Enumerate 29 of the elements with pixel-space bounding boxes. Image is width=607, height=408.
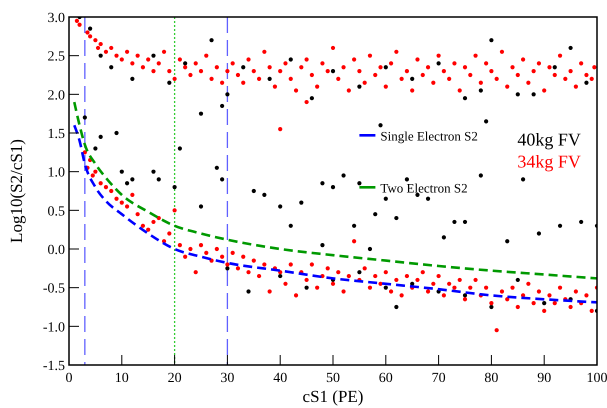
x-tick-label: 10 — [114, 371, 129, 386]
y-tick-label: -1.0 — [42, 320, 65, 336]
x-tick-label: 80 — [484, 371, 498, 386]
y-tick-label: 0.0 — [48, 243, 65, 258]
x-tick-label: 20 — [168, 371, 182, 386]
y-tick-label: 1.0 — [48, 166, 65, 181]
y-tick-label: 1.5 — [48, 127, 65, 142]
y-tick-label: 0.5 — [48, 204, 65, 220]
x-tick-label: 30 — [220, 371, 234, 386]
y-tick-label: 3.0 — [48, 11, 65, 26]
y-tick-label: 2.0 — [48, 88, 65, 104]
x-tick-label: 50 — [326, 371, 340, 386]
y-axis-title: Log10(S2/cS1) — [7, 139, 26, 243]
x-tick-label: 0 — [66, 371, 72, 386]
text: 34kg FV — [517, 151, 581, 172]
x-axis-title: cS1 (PE) — [302, 387, 364, 406]
series-label: 40kg FV — [517, 129, 581, 150]
x-tick-label: 60 — [378, 371, 393, 386]
legend-label: Single Electron S2 — [380, 128, 478, 144]
line-series — [72, 124, 597, 304]
x-tick-label: 70 — [432, 371, 446, 386]
x-tick-label: 40 — [273, 371, 288, 386]
y-tick-label: -0.5 — [42, 282, 65, 297]
x-tick-label: 90 — [537, 371, 552, 386]
line-series — [72, 100, 597, 280]
y-tick-label: -1.5 — [42, 359, 65, 374]
legend-label: Two Electron S2 — [380, 180, 468, 196]
x-tick-label: 100 — [586, 371, 607, 386]
y-tick-label: 2.5 — [48, 50, 65, 65]
